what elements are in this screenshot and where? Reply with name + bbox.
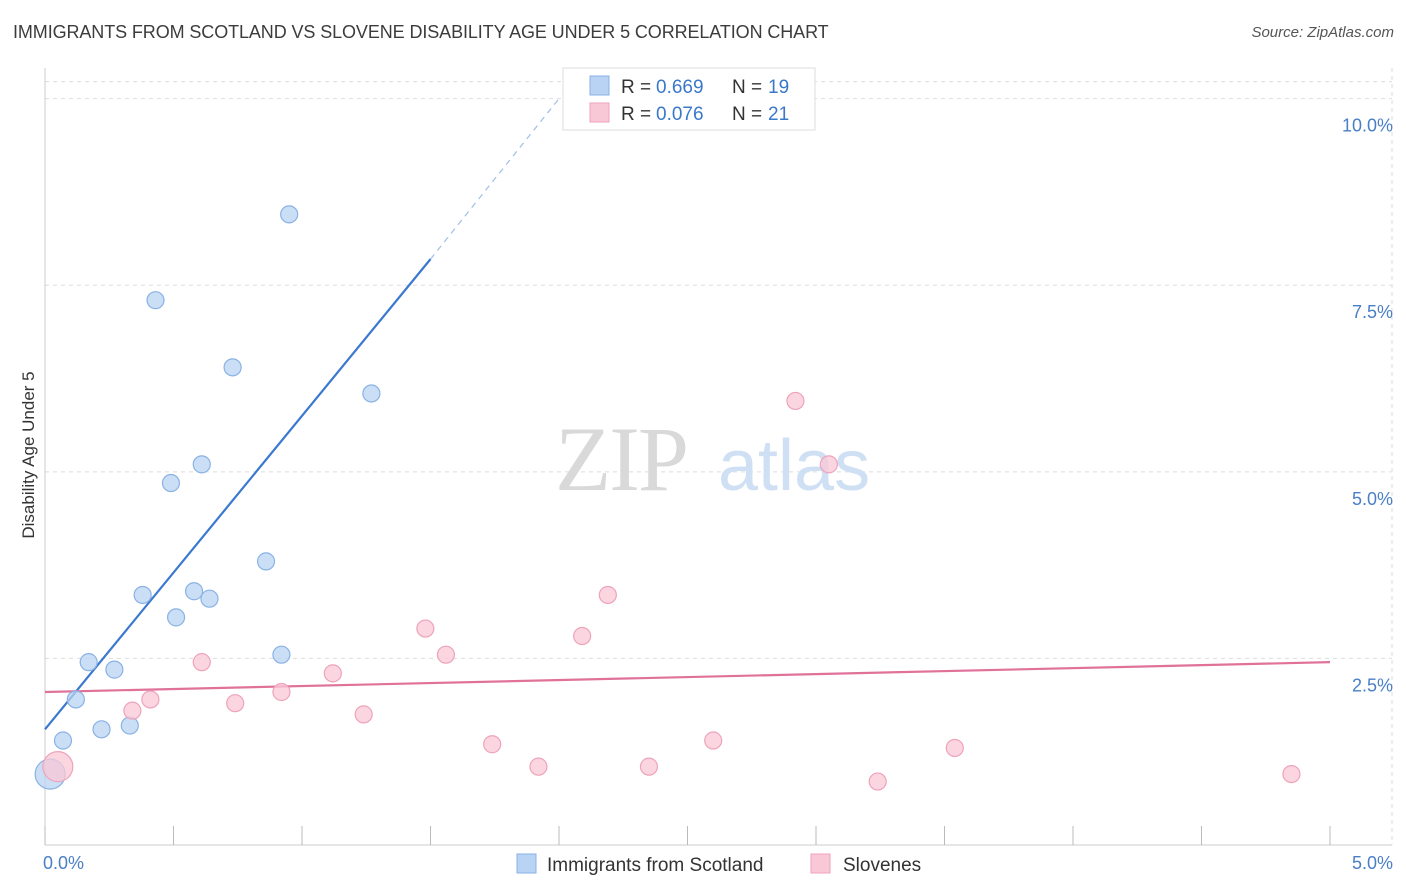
trend-lines <box>44 98 1331 731</box>
point-scotland-12 <box>192 455 211 474</box>
legend-r-value-2: 0.076 <box>656 104 704 125</box>
x-tick-label-0: 0.0% <box>43 853 84 873</box>
point-slovenes-16 <box>786 391 805 411</box>
point-scotland-10 <box>166 608 186 627</box>
point-scotland-7 <box>133 585 152 605</box>
legend-n-label-2: N = <box>732 104 762 125</box>
point-slovenes-17 <box>819 455 838 474</box>
point-slovenes-15 <box>704 731 723 750</box>
bottom-legend-label-slovenes: Slovenes <box>843 855 921 876</box>
grid-lines <box>45 68 1393 845</box>
point-scotland-17 <box>280 205 299 224</box>
point-slovenes-2 <box>141 690 160 709</box>
bottom-legend-label-scotland: Immigrants from Scotland <box>547 855 763 876</box>
point-scotland-13 <box>200 589 219 608</box>
data-points <box>34 205 1301 791</box>
trend-line-scotland-extension <box>430 98 560 260</box>
y-tick-label-1: 5.0% <box>1352 489 1393 509</box>
point-slovenes-9 <box>436 645 456 664</box>
point-slovenes-13 <box>598 585 617 605</box>
trend-line-scotland <box>44 258 432 731</box>
bottom-legend-swatch-slovenes <box>810 853 831 874</box>
point-slovenes-11 <box>529 757 548 776</box>
legend-r-label-1: R = <box>621 77 651 98</box>
point-slovenes-10 <box>483 735 502 754</box>
trend-line-slovenes <box>44 661 1331 694</box>
legend-swatch-scotland <box>589 75 610 96</box>
point-slovenes-1 <box>123 701 142 720</box>
point-scotland-2 <box>66 690 85 709</box>
watermark-zip: ZIP <box>555 408 687 510</box>
point-scotland-3 <box>79 653 98 672</box>
y-tick-label-2: 7.5% <box>1352 302 1393 322</box>
point-slovenes-20 <box>1282 764 1301 784</box>
point-slovenes-0 <box>42 751 74 783</box>
bottom-legend-swatch-scotland <box>516 853 537 874</box>
bottom-legend: Immigrants from Scotland Slovenes <box>516 853 921 876</box>
legend-swatch-slovenes <box>589 102 610 123</box>
point-scotland-4 <box>92 720 111 739</box>
point-slovenes-3 <box>192 653 211 672</box>
x-tick-label-1: 5.0% <box>1352 853 1393 873</box>
tick-labels: 2.5% 5.0% 7.5% 10.0% 0.0% 5.0% <box>43 116 1393 873</box>
point-slovenes-8 <box>416 619 435 638</box>
axes <box>44 68 1392 846</box>
point-scotland-8 <box>146 291 165 310</box>
chart-title: IMMIGRANTS FROM SCOTLAND VS SLOVENE DISA… <box>13 22 829 42</box>
point-scotland-18 <box>362 384 381 403</box>
y-axis-label: Disability Age Under 5 <box>19 371 38 538</box>
point-scotland-9 <box>161 473 181 493</box>
legend-n-label-1: N = <box>732 77 762 98</box>
point-slovenes-7 <box>354 705 373 724</box>
point-scotland-5 <box>105 660 124 679</box>
legend-n-value-1: 19 <box>768 77 789 98</box>
watermark: ZIP atlas <box>555 408 870 510</box>
point-scotland-14 <box>223 358 242 377</box>
point-slovenes-4 <box>226 694 245 713</box>
point-scotland-15 <box>256 552 276 571</box>
point-slovenes-18 <box>868 772 887 791</box>
y-tick-label-3: 10.0% <box>1342 116 1393 136</box>
watermark-atlas: atlas <box>718 426 870 506</box>
legend-r-value-1: 0.669 <box>656 77 704 98</box>
point-slovenes-12 <box>573 626 592 646</box>
point-scotland-6 <box>120 716 139 735</box>
point-slovenes-6 <box>323 664 342 683</box>
point-slovenes-19 <box>945 738 964 758</box>
legend-r-label-2: R = <box>621 104 651 125</box>
source-label: Source: ZipAtlas.com <box>1251 24 1394 41</box>
point-scotland-16 <box>272 645 291 664</box>
point-slovenes-5 <box>272 682 291 702</box>
y-tick-label-0: 2.5% <box>1352 675 1393 695</box>
point-scotland-1 <box>53 731 73 750</box>
top-legend: R = 0.669 N = 19 R = 0.076 N = 21 <box>562 67 816 131</box>
point-scotland-11 <box>184 582 204 601</box>
point-slovenes-14 <box>639 757 659 776</box>
legend-n-value-2: 21 <box>768 104 789 125</box>
